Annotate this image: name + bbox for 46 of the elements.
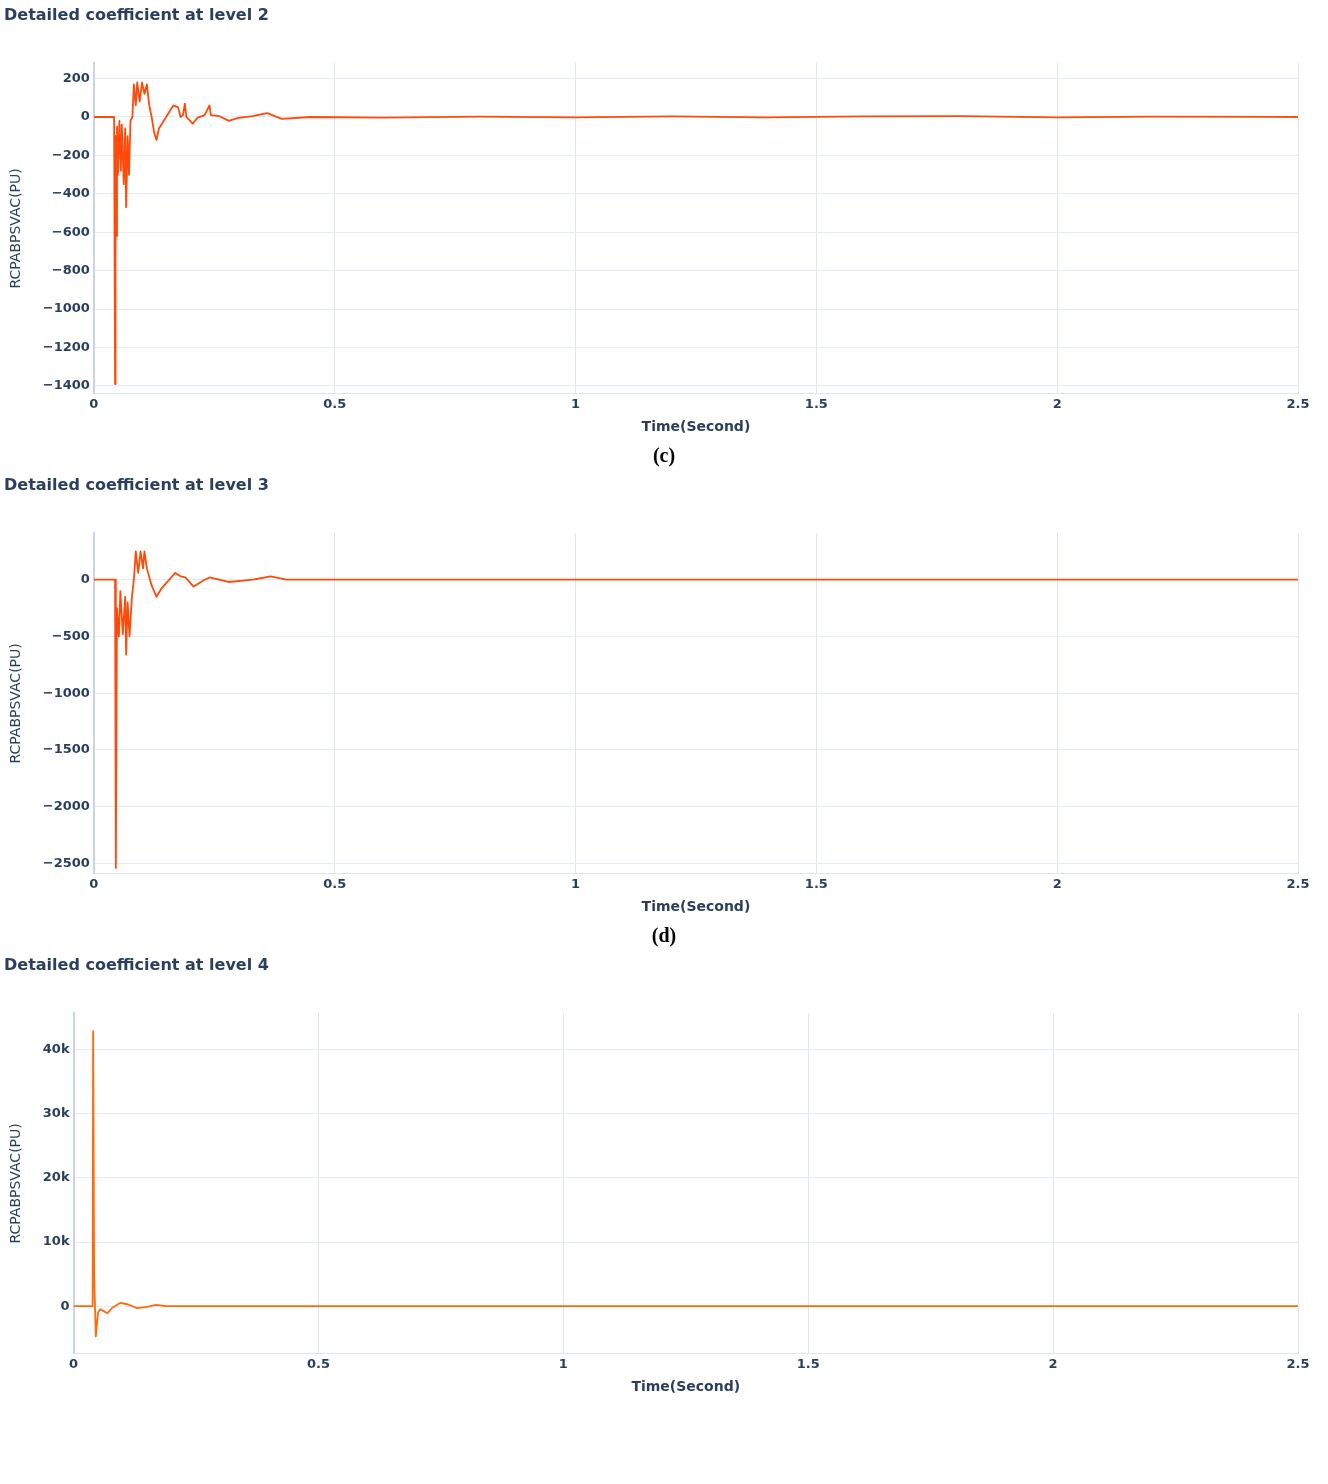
x-tick-label: 1 xyxy=(558,1355,568,1371)
y-tick-label: −400 xyxy=(51,185,90,201)
x-tick-label: 1 xyxy=(571,875,581,891)
chart-title: Detailed coefficient at level 3 xyxy=(4,474,269,494)
y-tick-label: −500 xyxy=(51,627,90,643)
x-tick-label: 1 xyxy=(571,395,581,411)
y-tick-label: 0 xyxy=(60,1297,70,1313)
x-tick-label: 0.5 xyxy=(306,1355,330,1371)
y-tick-label: −1000 xyxy=(42,684,90,700)
text: (c) xyxy=(651,443,677,469)
text: (d) xyxy=(650,923,678,949)
y-tick-label: −2500 xyxy=(42,854,90,870)
x-tick-label: 1.5 xyxy=(796,1355,820,1371)
y-tick-label: −1000 xyxy=(42,300,90,316)
y-tick-label: −1400 xyxy=(42,377,90,393)
y-tick-label: 0 xyxy=(80,571,90,587)
chart-title: Detailed coefficient at level 4 xyxy=(4,954,269,974)
x-tick-label: 2.5 xyxy=(1286,1355,1310,1371)
x-tick-label: 0.5 xyxy=(323,875,347,891)
y-tick-label: 40k xyxy=(42,1041,70,1057)
x-tick-label: 1.5 xyxy=(804,875,828,891)
y-axis-title: RCPABPSVAC(PU) xyxy=(7,1123,24,1244)
x-tick-label: 2 xyxy=(1048,1355,1058,1371)
y-tick-label: −1500 xyxy=(42,741,90,757)
y-tick-label: −600 xyxy=(51,223,90,239)
y-tick-label: 30k xyxy=(42,1105,70,1121)
y-tick-label: −200 xyxy=(51,146,90,162)
x-axis-title: Time(Second) xyxy=(641,418,751,435)
y-tick-label: −1200 xyxy=(42,338,90,354)
x-tick-label: 2.5 xyxy=(1286,875,1310,891)
y-axis-title: RCPABPSVAC(PU) xyxy=(7,643,24,764)
y-tick-label: −800 xyxy=(51,262,90,278)
y-tick-label: −2000 xyxy=(42,798,90,814)
y-tick-label: 20k xyxy=(42,1169,70,1185)
y-tick-label: 200 xyxy=(62,69,90,85)
x-tick-label: 1.5 xyxy=(804,395,828,411)
y-tick-label: 10k xyxy=(42,1233,70,1249)
x-tick-label: 0.5 xyxy=(323,395,347,411)
x-axis-title: Time(Second) xyxy=(631,1378,741,1395)
y-axis-title: RCPABPSVAC(PU) xyxy=(7,168,24,289)
x-axis-title: Time(Second) xyxy=(641,898,751,915)
y-tick-label: 0 xyxy=(80,108,90,124)
x-tick-label: 2 xyxy=(1052,875,1062,891)
x-tick-label: 2.5 xyxy=(1286,395,1310,411)
chart-title: Detailed coefficient at level 2 xyxy=(4,4,269,24)
x-tick-label: 2 xyxy=(1052,395,1062,411)
